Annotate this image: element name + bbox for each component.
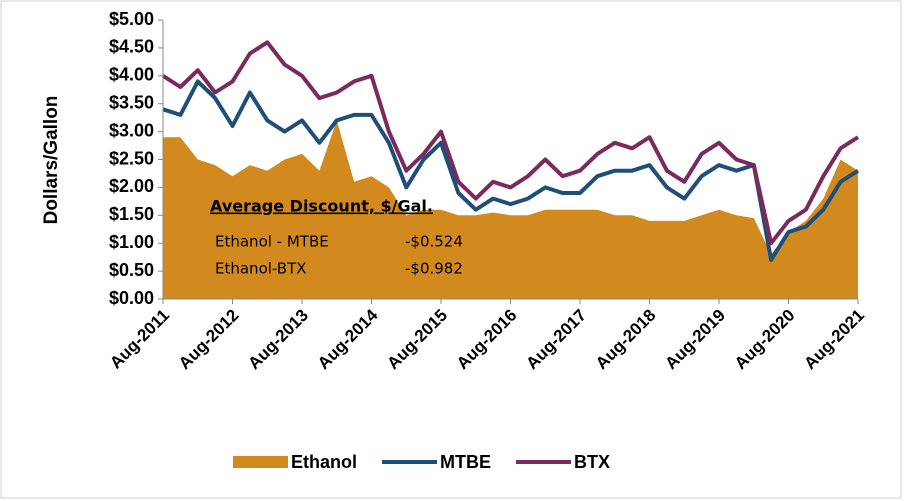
annotation-label: Ethanol - MTBE (215, 233, 329, 251)
annotation-value: -$0.982 (405, 260, 463, 278)
annotation-title: Average Discount, $/Gal. (210, 197, 433, 216)
y-tick-label: $4.50 (109, 37, 154, 57)
y-tick-label: $3.00 (109, 120, 154, 140)
y-tick-label: $0.00 (109, 288, 154, 308)
annotation-value: -$0.524 (405, 233, 463, 251)
y-tick-label: $1.50 (109, 204, 154, 224)
y-tick-label: $2.00 (109, 176, 154, 196)
area (163, 120, 858, 300)
line (161, 40, 860, 246)
legend-swatch (233, 456, 288, 468)
y-tick-label: $1.00 (109, 232, 154, 252)
annotation-label: Ethanol-BTX (215, 260, 307, 278)
line (162, 79, 860, 262)
legend-label: MTBE (440, 452, 491, 472)
y-tick-label: $5.00 (109, 9, 154, 29)
y-tick-label: $4.00 (109, 65, 154, 85)
legend-label: BTX (574, 452, 610, 472)
y-tick-label: $2.50 (109, 148, 154, 168)
y-tick-label: $0.50 (109, 260, 154, 280)
y-tick-label: $3.50 (109, 92, 154, 112)
y-axis-title: Dollars/Gallon (41, 96, 62, 225)
legend-label: Ethanol (291, 452, 357, 472)
